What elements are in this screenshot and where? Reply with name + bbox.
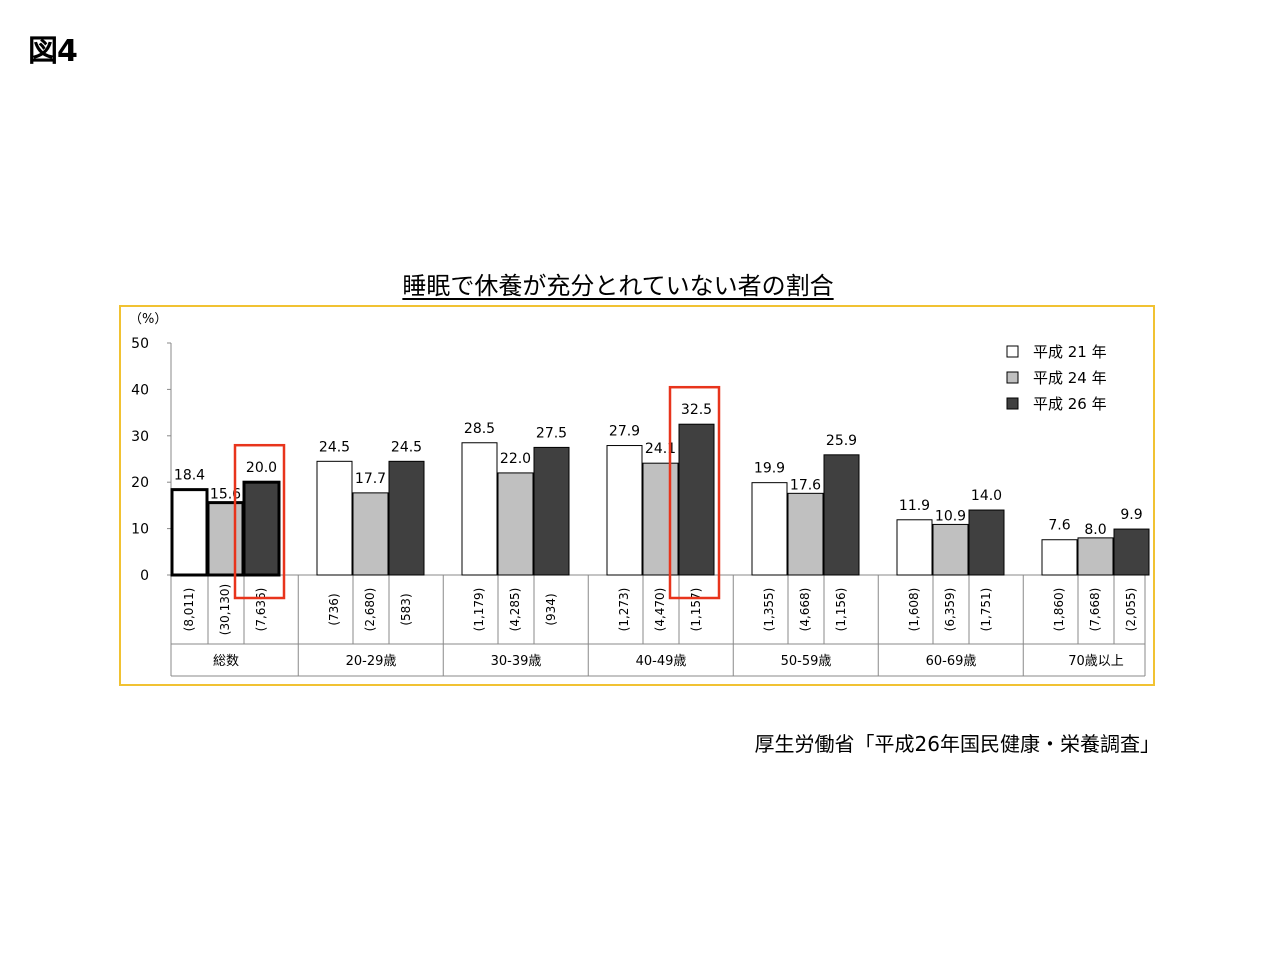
bar-3-3 bbox=[533, 446, 570, 576]
data-label: 15.6 bbox=[210, 487, 241, 503]
sample-size-label: (4,285) bbox=[508, 588, 522, 632]
figure-label: 図4 bbox=[28, 34, 78, 69]
data-label: 11.9 bbox=[899, 498, 930, 514]
highlight-box bbox=[668, 385, 721, 600]
category-label: 50-59歳 bbox=[781, 654, 832, 669]
legend-swatch bbox=[1006, 345, 1019, 358]
source-note: 厚生労働省「平成26年国民健康・栄養調査」 bbox=[754, 732, 1160, 756]
category-label: 総数 bbox=[213, 654, 239, 669]
bar-3-4 bbox=[678, 423, 715, 576]
bar-2-5 bbox=[787, 492, 824, 576]
data-label: 27.5 bbox=[536, 425, 567, 441]
data-label: 19.9 bbox=[754, 461, 785, 477]
bar-2-2 bbox=[352, 492, 389, 576]
data-label: 9.9 bbox=[1120, 507, 1142, 523]
sample-size-label: (7,668) bbox=[1088, 588, 1102, 632]
bar-1-5 bbox=[751, 482, 788, 576]
category-label: 40-49歳 bbox=[636, 654, 687, 669]
data-label: 17.6 bbox=[790, 477, 821, 493]
bar-chart: （%） 0 10 20 30 40 50 18.4 (8,011) 15.6 (30,130) 20.… bbox=[129, 312, 1150, 677]
chart-title: 睡眠で休養が充分とれていない者の割合 bbox=[402, 272, 834, 300]
sample-size-label: (583) bbox=[399, 593, 413, 625]
bar-1-2 bbox=[316, 460, 353, 576]
data-label: 24.5 bbox=[391, 439, 422, 455]
y-axis-label: （%） bbox=[129, 312, 167, 327]
bar-3-6 bbox=[968, 509, 1005, 576]
sample-size-label: (30,130) bbox=[218, 584, 232, 635]
sample-size-label: (1,608) bbox=[907, 588, 921, 632]
highlight-box bbox=[233, 443, 286, 600]
sample-size-label: (1,751) bbox=[979, 588, 993, 632]
bar-2-3 bbox=[497, 472, 534, 576]
chart-frame: （%） 0 10 20 30 40 50 18.4 (8,011) 15.6 (30,130) 20.… bbox=[119, 305, 1155, 686]
sample-size-label: (1,179) bbox=[472, 588, 486, 632]
y-tick-label: 30 bbox=[131, 429, 149, 445]
y-tick-label: 40 bbox=[131, 382, 149, 398]
category-label: 70歳以上 bbox=[1068, 654, 1124, 669]
category-label: 30-39歳 bbox=[491, 654, 542, 669]
sample-size-label: (7,636) bbox=[254, 588, 268, 632]
y-tick-label: 50 bbox=[131, 336, 149, 352]
data-label: 20.0 bbox=[246, 460, 277, 476]
legend-label: 平成 26 年 bbox=[1033, 395, 1107, 413]
bar-1-6 bbox=[896, 519, 933, 576]
data-label: 27.9 bbox=[609, 424, 640, 440]
sample-size-label: (6,359) bbox=[943, 588, 957, 632]
data-label: 28.5 bbox=[464, 421, 495, 437]
data-label: 25.9 bbox=[826, 433, 857, 449]
data-label: 17.7 bbox=[355, 471, 386, 487]
legend-label: 平成 21 年 bbox=[1033, 343, 1107, 361]
bar-1-1 bbox=[170, 488, 209, 577]
data-label: 18.4 bbox=[174, 468, 205, 484]
data-label: 8.0 bbox=[1084, 522, 1106, 538]
sample-size-label: (934) bbox=[544, 593, 558, 625]
bar-1-4 bbox=[606, 445, 643, 576]
legend-label: 平成 24 年 bbox=[1033, 369, 1107, 387]
category-label: 20-29歳 bbox=[346, 654, 397, 669]
sample-size-label: (2,055) bbox=[1124, 588, 1138, 632]
y-tick-label: 10 bbox=[131, 522, 149, 538]
y-tick-label: 0 bbox=[140, 568, 149, 584]
bar-3-1 bbox=[242, 480, 281, 577]
sample-size-label: (736) bbox=[327, 593, 341, 625]
sample-size-label: (2,680) bbox=[363, 588, 377, 632]
y-tick-label: 20 bbox=[131, 475, 149, 491]
sample-size-label: (1,157) bbox=[689, 588, 703, 632]
bar-2-7 bbox=[1077, 537, 1114, 576]
bar-2-1 bbox=[206, 501, 245, 577]
bar-3-2 bbox=[388, 460, 425, 576]
bar-2-6 bbox=[932, 523, 969, 576]
sample-size-label: (4,470) bbox=[653, 588, 667, 632]
bar-1-3 bbox=[461, 442, 498, 576]
data-label: 24.5 bbox=[319, 439, 350, 455]
data-label: 24.1 bbox=[645, 441, 676, 457]
sample-size-label: (1,156) bbox=[834, 588, 848, 632]
legend-swatch bbox=[1006, 371, 1019, 384]
sample-size-label: (1,273) bbox=[617, 588, 631, 632]
bar-3-5 bbox=[823, 454, 860, 576]
data-label: 7.6 bbox=[1048, 518, 1070, 534]
sample-size-label: (1,355) bbox=[762, 588, 776, 632]
data-label: 32.5 bbox=[681, 402, 712, 418]
legend-swatch bbox=[1006, 397, 1019, 410]
bar-2-4 bbox=[642, 462, 679, 576]
data-label: 14.0 bbox=[971, 488, 1002, 504]
data-label: 22.0 bbox=[500, 451, 531, 467]
sample-size-label: (4,668) bbox=[798, 588, 812, 632]
bar-1-7 bbox=[1041, 539, 1078, 576]
bar-3-7 bbox=[1113, 528, 1150, 576]
sample-size-label: (1,860) bbox=[1052, 588, 1066, 632]
data-label: 10.9 bbox=[935, 508, 966, 524]
category-label: 60-69歳 bbox=[926, 654, 977, 669]
sample-size-label: (8,011) bbox=[182, 588, 196, 632]
